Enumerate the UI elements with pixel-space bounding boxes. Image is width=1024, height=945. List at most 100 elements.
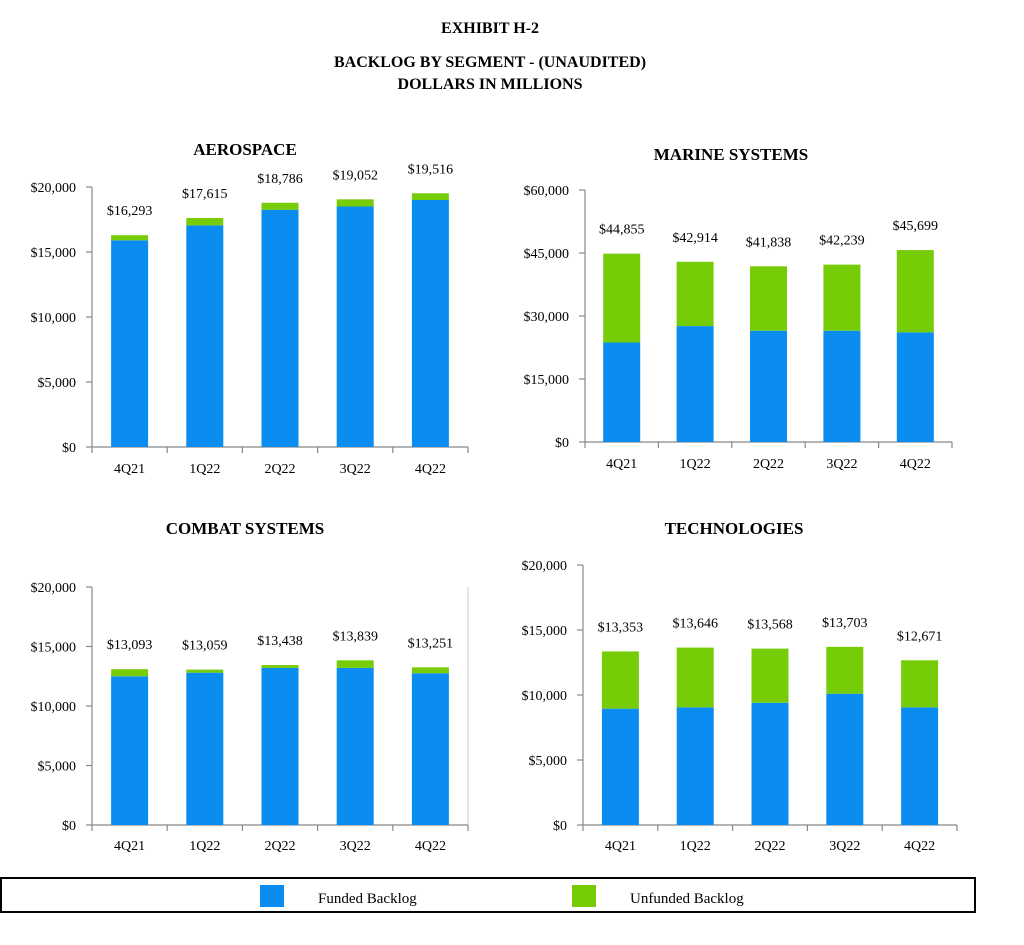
x-tick-label: 4Q22: [904, 839, 935, 854]
total-data-label: $19,516: [408, 162, 454, 177]
y-tick-label: $10,000: [522, 689, 568, 704]
y-tick-label: $20,000: [31, 581, 77, 596]
bar-unfunded: [676, 261, 714, 327]
legend-unfunded-swatch: [572, 885, 596, 907]
bar-funded: [336, 667, 374, 825]
x-tick-label: 3Q22: [826, 457, 857, 472]
x-tick-label: 1Q22: [189, 839, 220, 854]
bar-unfunded: [751, 648, 789, 703]
y-tick-label: $20,000: [522, 559, 568, 574]
bar-funded: [411, 200, 449, 447]
marine-systems-chart: MARINE SYSTEMS $0 $15,000 $30,000 $45,000 $60…: [524, 145, 953, 472]
bar-funded: [901, 707, 939, 825]
chart-title: AEROSPACE: [193, 140, 297, 159]
bar-unfunded: [186, 669, 224, 673]
y-tick-label: $15,000: [522, 624, 568, 639]
bar-funded: [111, 676, 149, 825]
x-tick-label: 1Q22: [680, 839, 711, 854]
y-tick-label: $15,000: [31, 246, 77, 261]
x-tick-label: 4Q21: [605, 839, 636, 854]
bar-funded: [186, 672, 224, 825]
page-title: BACKLOG BY SEGMENT - (UNAUDITED): [333, 54, 647, 71]
bar-unfunded: [261, 665, 299, 668]
total-data-label: $42,239: [819, 234, 865, 249]
combat-systems-chart: COMBAT SYSTEMS $0 $5,000 $10,000 $15,000 $20,…: [31, 519, 469, 854]
x-tick-label: 3Q22: [340, 462, 371, 477]
x-tick-label: 2Q22: [753, 457, 784, 472]
x-tick-label: 3Q22: [340, 839, 371, 854]
bar-funded: [676, 326, 714, 442]
bar-unfunded: [336, 199, 374, 207]
bar-funded: [411, 673, 449, 825]
y-tick-label: $0: [62, 819, 76, 834]
y-tick-label: $5,000: [529, 754, 568, 769]
total-data-label: $13,353: [598, 620, 644, 635]
bar-unfunded: [411, 193, 449, 200]
y-tick-label: $10,000: [31, 700, 77, 715]
legend: Funded Backlog Unfunded Backlog: [0, 877, 976, 913]
x-tick-label: 1Q22: [680, 457, 711, 472]
total-data-label: $18,786: [257, 172, 303, 187]
bar-funded: [336, 206, 374, 447]
bar-funded: [823, 330, 861, 442]
y-tick-label: $0: [62, 441, 76, 456]
bar-funded: [896, 332, 934, 442]
x-tick-label: 3Q22: [829, 839, 860, 854]
chart-title: MARINE SYSTEMS: [654, 145, 808, 164]
x-tick-label: 4Q22: [415, 839, 446, 854]
x-tick-label: 2Q22: [264, 839, 295, 854]
total-data-label: $42,914: [672, 231, 718, 246]
bar-unfunded: [750, 266, 787, 331]
y-tick-label: $0: [555, 436, 569, 451]
total-data-label: $13,251: [408, 636, 454, 651]
y-tick-label: $20,000: [31, 181, 77, 196]
bar-funded: [826, 693, 864, 825]
y-tick-label: $0: [553, 819, 567, 834]
bar-unfunded: [826, 646, 864, 694]
total-data-label: $16,293: [107, 204, 153, 219]
bar-unfunded: [186, 218, 224, 226]
y-tick-label: $60,000: [524, 184, 570, 199]
bar-unfunded: [111, 669, 149, 677]
legend-funded-swatch: [260, 885, 284, 907]
bar-unfunded: [823, 264, 861, 331]
y-tick-label: $45,000: [524, 247, 570, 262]
bar-unfunded: [111, 235, 149, 241]
total-data-label: $45,699: [893, 219, 939, 234]
y-tick-label: $5,000: [38, 760, 77, 775]
bar-funded: [750, 330, 787, 442]
bar-unfunded: [601, 651, 639, 709]
units-subtitle: DOLLARS IN MILLIONS: [397, 76, 583, 93]
total-data-label: $19,052: [332, 168, 378, 183]
bar-funded: [261, 209, 299, 447]
legend-funded-label: Funded Backlog: [318, 891, 417, 907]
y-tick-label: $5,000: [38, 376, 77, 391]
total-data-label: $13,059: [182, 639, 228, 654]
total-data-label: $44,855: [599, 223, 645, 238]
bar-unfunded: [261, 202, 299, 210]
bar-unfunded: [411, 667, 449, 674]
y-tick-label: $15,000: [524, 373, 570, 388]
chart-title: COMBAT SYSTEMS: [166, 519, 325, 538]
total-data-label: $13,568: [747, 618, 793, 633]
total-data-label: $12,671: [897, 629, 943, 644]
x-tick-label: 4Q21: [606, 457, 637, 472]
chart-title: TECHNOLOGIES: [665, 519, 804, 538]
aerospace-chart: AEROSPACE $0 $5,000 $10,000 $15,000 $20,000 $1…: [31, 140, 469, 477]
bar-funded: [601, 708, 639, 825]
x-tick-label: 4Q21: [114, 839, 145, 854]
x-tick-label: 4Q22: [415, 462, 446, 477]
bar-unfunded: [676, 647, 714, 708]
bar-unfunded: [901, 660, 939, 708]
y-tick-label: $10,000: [31, 311, 77, 326]
y-tick-label: $30,000: [524, 310, 570, 325]
bar-funded: [751, 702, 789, 825]
total-data-label: $13,438: [257, 634, 303, 649]
total-data-label: $13,839: [332, 629, 378, 644]
x-tick-label: 2Q22: [264, 462, 295, 477]
bar-unfunded: [336, 660, 374, 668]
bar-unfunded: [603, 253, 641, 343]
legend-unfunded-label: Unfunded Backlog: [630, 891, 744, 907]
technologies-chart: TECHNOLOGIES $0 $5,000 $10,000 $15,000 $20,00…: [522, 519, 958, 854]
y-tick-label: $15,000: [31, 641, 77, 656]
